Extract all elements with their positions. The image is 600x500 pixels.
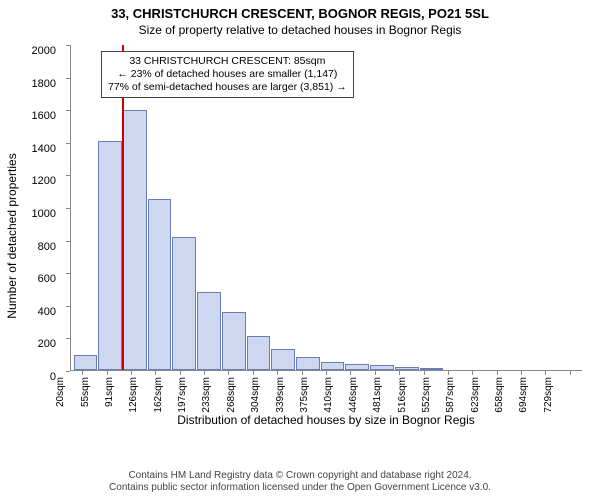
x-tick-label: 729sqm	[543, 377, 597, 413]
x-tick-mark	[155, 371, 156, 375]
histogram-bar	[370, 365, 394, 370]
x-tick-mark	[131, 371, 132, 375]
y-tick-mark	[66, 45, 70, 46]
histogram-bar	[247, 336, 271, 370]
histogram-bar	[271, 349, 295, 370]
histogram-bar	[345, 364, 369, 371]
annotation-line-3: 77% of semi-detached houses are larger (…	[108, 81, 347, 94]
histogram-bar	[74, 355, 98, 370]
annotation-line-2: ← 23% of detached houses are smaller (1,…	[108, 68, 347, 81]
chart-title: 33, CHRISTCHURCH CRESCENT, BOGNOR REGIS,…	[0, 0, 600, 21]
x-tick-mark	[472, 371, 473, 375]
x-tick-mark	[570, 371, 571, 375]
histogram-bar	[148, 199, 172, 370]
x-tick-mark	[375, 371, 376, 375]
y-axis-label: Number of detached properties	[5, 153, 19, 318]
x-tick-mark	[399, 371, 400, 375]
x-tick-mark	[497, 371, 498, 375]
footer-attribution: Contains HM Land Registry data © Crown c…	[0, 470, 600, 494]
chart-subtitle: Size of property relative to detached ho…	[0, 21, 600, 41]
x-axis-label: Distribution of detached houses by size …	[70, 413, 582, 427]
annotation-line-1: 33 CHRISTCHURCH CRESCENT: 85sqm	[108, 55, 347, 68]
histogram-bar	[98, 141, 122, 370]
y-tick-mark	[66, 110, 70, 111]
y-tick-mark	[66, 208, 70, 209]
x-tick-mark	[277, 371, 278, 375]
x-tick-mark	[326, 371, 327, 375]
chart-area: Number of detached properties 33 CHRISTC…	[16, 41, 590, 431]
x-tick-mark	[253, 371, 254, 375]
y-tick-mark	[66, 143, 70, 144]
histogram-bar	[197, 292, 221, 370]
x-tick-mark	[204, 371, 205, 375]
x-tick-mark	[302, 371, 303, 375]
histogram-bar	[296, 357, 320, 370]
footer-line-1: Contains HM Land Registry data © Crown c…	[0, 470, 600, 482]
histogram-bar	[172, 237, 196, 370]
x-tick-mark	[545, 371, 546, 375]
x-tick-mark	[82, 371, 83, 375]
y-tick-mark	[66, 306, 70, 307]
x-tick-mark	[350, 371, 351, 375]
y-tick-mark	[66, 273, 70, 274]
x-tick-mark	[521, 371, 522, 375]
histogram-bar	[420, 368, 444, 370]
histogram-bar	[395, 367, 419, 370]
x-tick-mark	[107, 371, 108, 375]
x-tick-mark	[228, 371, 229, 375]
histogram-bar	[321, 362, 345, 370]
y-tick-mark	[66, 175, 70, 176]
x-tick-mark	[424, 371, 425, 375]
y-tick-mark	[66, 338, 70, 339]
footer-line-2: Contains public sector information licen…	[0, 482, 600, 494]
y-tick-mark	[66, 78, 70, 79]
x-tick-mark	[448, 371, 449, 375]
histogram-bar	[222, 312, 246, 371]
annotation-box: 33 CHRISTCHURCH CRESCENT: 85sqm ← 23% of…	[101, 51, 354, 98]
histogram-bar	[123, 110, 147, 370]
y-tick-mark	[66, 241, 70, 242]
x-tick-mark	[180, 371, 181, 375]
plot-area: 33 CHRISTCHURCH CRESCENT: 85sqm ← 23% of…	[70, 45, 582, 371]
x-axis: Distribution of detached houses by size …	[70, 371, 582, 431]
